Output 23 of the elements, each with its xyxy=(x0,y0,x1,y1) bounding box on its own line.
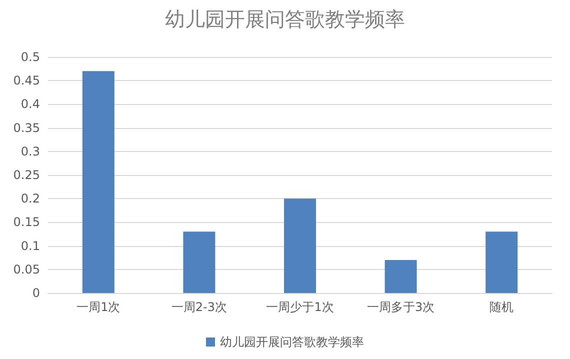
y-tick-label: 0.35 xyxy=(13,120,40,135)
y-tick-label: 0.15 xyxy=(13,215,40,230)
bar xyxy=(284,198,316,293)
bar xyxy=(384,260,417,293)
x-tick-label: 一周少于1次 xyxy=(266,300,334,314)
y-tick-label: 0.4 xyxy=(20,97,40,112)
bar xyxy=(486,232,518,293)
bar xyxy=(183,232,216,293)
y-tick-label: 0.3 xyxy=(20,144,40,158)
x-tick-label: 一周多于3次 xyxy=(366,300,435,314)
y-tick-label: 0.25 xyxy=(13,168,40,182)
y-tick-label: 0.2 xyxy=(20,192,40,206)
x-tick-label: 一周1次 xyxy=(76,300,120,314)
x-tick-label: 随机 xyxy=(490,300,514,314)
y-tick-label: 0.5 xyxy=(20,50,40,64)
x-tick-label: 一周2-3次 xyxy=(171,300,228,314)
y-tick-label: 0 xyxy=(32,286,40,300)
bar xyxy=(82,71,114,293)
y-tick-label: 0.1 xyxy=(20,238,40,253)
y-tick-label: 0.05 xyxy=(13,262,40,276)
chart-title: 幼儿园开展问答歌教学频率 xyxy=(165,7,405,31)
legend-label: 幼儿园开展问答歌教学频率 xyxy=(220,335,364,349)
y-tick-label: 0.45 xyxy=(13,74,40,88)
